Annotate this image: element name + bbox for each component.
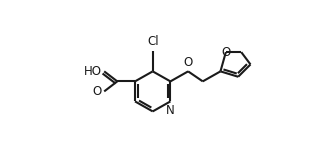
Text: O: O [184,56,193,69]
Text: O: O [93,85,102,98]
Text: O: O [221,46,231,59]
Text: N: N [166,104,175,117]
Text: Cl: Cl [147,35,158,48]
Text: HO: HO [84,65,102,78]
